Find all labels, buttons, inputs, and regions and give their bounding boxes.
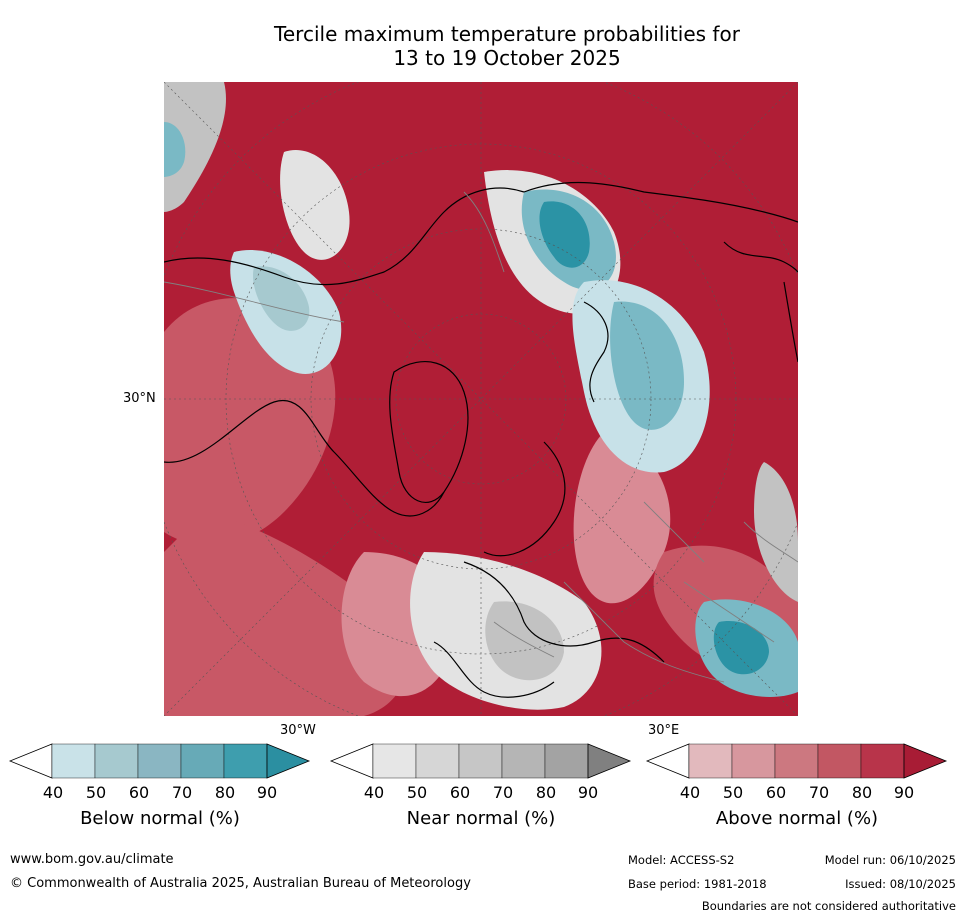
footer-disclaimer: Boundaries are not considered authoritat… — [701, 899, 956, 913]
colorbar-near-tick: 80 — [535, 783, 557, 802]
colorbar-bin — [137, 743, 182, 779]
region-east-asia-near — [754, 462, 798, 602]
colorbar-bin — [544, 743, 589, 779]
colorbar-below-tick: 70 — [171, 783, 193, 802]
map-title: Tercile maximum temperature probabilitie… — [0, 22, 965, 70]
colorbar-bin — [817, 743, 862, 779]
footer-base-period: Base period: 1981-2018 — [628, 877, 767, 891]
footer-copyright: © Commonwealth of Australia 2025, Austra… — [10, 876, 471, 891]
colorbar-above-tick: 50 — [722, 783, 744, 802]
colorbar-bin — [415, 743, 460, 779]
region-pacific-near — [164, 82, 226, 212]
map-canvas — [164, 82, 798, 716]
colorbar-bin — [180, 743, 225, 779]
region-canada-below — [253, 266, 310, 331]
colorbar-bin — [372, 743, 417, 779]
colorbar-above-tick: 90 — [893, 783, 915, 802]
colorbar-extend-low — [329, 743, 374, 779]
region-central-siberia-below — [610, 301, 684, 430]
colorbar-below-label: Below normal (%) — [80, 808, 240, 829]
colorbar-bin — [731, 743, 776, 779]
colorbar-near-tick: 70 — [492, 783, 514, 802]
colorbar-near-tick: 50 — [406, 783, 428, 802]
footer-model: Model: ACCESS-S2 — [628, 853, 735, 867]
colorbar-below-tick: 50 — [85, 783, 107, 802]
colorbar-below-tick: 90 — [256, 783, 278, 802]
title-line-2: 13 to 19 October 2025 — [393, 46, 621, 70]
colorbar-above-svg — [645, 743, 948, 779]
colorbar-near-normal — [329, 743, 632, 779]
region-north-atlantic-above — [164, 512, 407, 716]
coastlines — [164, 181, 798, 698]
lon-label-30w: 30°W — [280, 723, 316, 738]
colorbar-near-tick: 90 — [577, 783, 599, 802]
colorbar-above-tick: 70 — [808, 783, 830, 802]
colorbar-extend-high — [903, 743, 948, 779]
colorbar-near-tick: 40 — [363, 783, 385, 802]
colorbar-bin — [94, 743, 139, 779]
colorbar-bin — [860, 743, 905, 779]
colorbar-below-tick: 80 — [214, 783, 236, 802]
footer-model-run: Model run: 06/10/2025 — [824, 853, 956, 867]
footer-issued: Issued: 08/10/2025 — [845, 877, 956, 891]
region-east-siberia-below-strong — [539, 201, 590, 268]
colorbar-extend-low — [645, 743, 690, 779]
colorbar-near-svg — [329, 743, 632, 779]
colorbar-bin — [501, 743, 546, 779]
colorbar-bin — [51, 743, 96, 779]
colorbar-bin — [774, 743, 819, 779]
colorbar-near-tick: 60 — [449, 783, 471, 802]
colorbar-above-tick: 40 — [679, 783, 701, 802]
colorbar-above-normal — [645, 743, 948, 779]
colorbar-extend-high — [587, 743, 632, 779]
probability-map — [164, 82, 798, 716]
colorbar-below-tick: 60 — [128, 783, 150, 802]
graticule — [164, 82, 798, 716]
region-europe-near-mid — [485, 601, 564, 681]
region-pacific-below — [164, 122, 186, 177]
colorbar-extend-high — [266, 743, 311, 779]
region-middle-east-below-strong — [713, 621, 769, 675]
country-borders — [164, 191, 798, 683]
region-alaska-near — [280, 150, 350, 260]
colorbar-extend-low — [8, 743, 53, 779]
footer-url: www.bom.gov.au/climate — [10, 852, 174, 867]
colorbar-near-label: Near normal (%) — [406, 808, 556, 829]
lon-label-30e: 30°E — [648, 723, 680, 738]
region-russia-light — [573, 432, 671, 604]
title-line-1: Tercile maximum temperature probabilitie… — [274, 22, 740, 46]
colorbar-above-tick: 80 — [851, 783, 873, 802]
colorbar-below-normal — [8, 743, 311, 779]
colorbar-below-svg — [8, 743, 311, 779]
colorbar-below-tick: 40 — [42, 783, 64, 802]
colorbar-bin — [223, 743, 268, 779]
colorbar-bin — [458, 743, 503, 779]
lat-label-30n: 30°N — [123, 391, 156, 406]
colorbar-bin — [688, 743, 733, 779]
colorbar-above-label: Above normal (%) — [715, 808, 879, 829]
colorbar-above-tick: 60 — [765, 783, 787, 802]
